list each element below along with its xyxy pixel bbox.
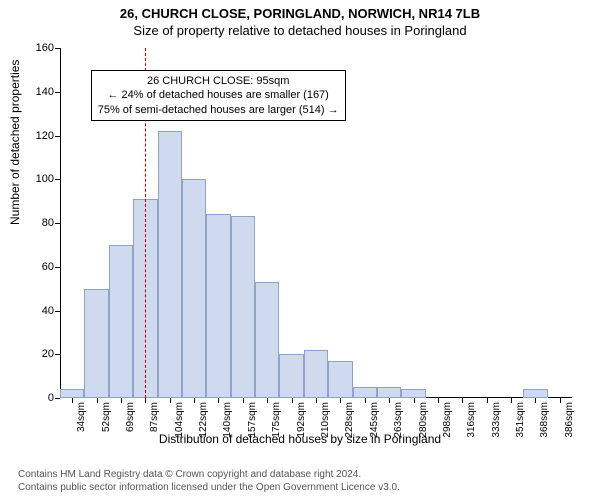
histogram-bar [109, 245, 133, 398]
x-tick-mark [365, 398, 366, 403]
info-box: 26 CHURCH CLOSE: 95sqm← 24% of detached … [91, 70, 346, 121]
histogram-bar [206, 214, 230, 398]
x-tick-mark [97, 398, 98, 403]
x-tick-mark [414, 398, 415, 403]
histogram-bar [377, 387, 401, 398]
histogram-bar [401, 389, 425, 398]
x-tick-mark [316, 398, 317, 403]
y-tick-mark [55, 354, 60, 355]
y-tick-label: 160 [36, 42, 54, 54]
histogram-bar [158, 131, 182, 398]
y-axis-label: Number of detached properties [8, 60, 22, 225]
info-box-line: 75% of semi-detached houses are larger (… [98, 103, 339, 117]
footer: Contains HM Land Registry data © Crown c… [18, 468, 400, 494]
y-tick-label: 20 [42, 348, 54, 360]
y-tick-mark [55, 92, 60, 93]
x-tick-mark [243, 398, 244, 403]
y-tick-mark [55, 267, 60, 268]
x-tick-mark [194, 398, 195, 403]
x-tick-mark [121, 398, 122, 403]
x-tick-label: 52sqm [101, 402, 112, 432]
x-tick-mark [511, 398, 512, 403]
y-tick-mark [55, 136, 60, 137]
histogram-bar [523, 389, 547, 398]
title-main: 26, CHURCH CLOSE, PORINGLAND, NORWICH, N… [0, 6, 600, 21]
info-box-line: ← 24% of detached houses are smaller (16… [98, 88, 339, 102]
y-tick-label: 40 [42, 305, 54, 317]
footer-line1: Contains HM Land Registry data © Crown c… [18, 468, 400, 481]
x-tick-label: 34sqm [76, 402, 87, 432]
plot: 02040608010012014016034sqm52sqm69sqm87sq… [60, 48, 572, 398]
y-tick-mark [55, 398, 60, 399]
x-tick-mark [487, 398, 488, 403]
x-tick-mark [535, 398, 536, 403]
y-tick-mark [55, 48, 60, 49]
y-tick-label: 140 [36, 86, 54, 98]
info-box-line: 26 CHURCH CLOSE: 95sqm [98, 74, 339, 88]
x-tick-mark [170, 398, 171, 403]
x-tick-mark [462, 398, 463, 403]
plot-area: 02040608010012014016034sqm52sqm69sqm87sq… [60, 48, 572, 398]
y-tick-mark [55, 311, 60, 312]
histogram-bar [279, 354, 303, 398]
histogram-bar [182, 179, 206, 398]
x-tick-mark [340, 398, 341, 403]
x-tick-mark [267, 398, 268, 403]
x-tick-mark [72, 398, 73, 403]
title-sub: Size of property relative to detached ho… [0, 23, 600, 38]
x-tick-mark [292, 398, 293, 403]
x-tick-mark [560, 398, 561, 403]
x-axis-label: Distribution of detached houses by size … [0, 432, 600, 446]
y-tick-mark [55, 179, 60, 180]
x-tick-mark [218, 398, 219, 403]
x-tick-label: 69sqm [125, 402, 136, 432]
footer-line2: Contains public sector information licen… [18, 481, 400, 494]
histogram-bar [60, 389, 84, 398]
y-tick-label: 80 [42, 217, 54, 229]
histogram-bar [328, 361, 352, 398]
y-tick-label: 0 [48, 392, 54, 404]
y-tick-label: 60 [42, 261, 54, 273]
title-block: 26, CHURCH CLOSE, PORINGLAND, NORWICH, N… [0, 0, 600, 38]
y-tick-label: 100 [36, 173, 54, 185]
histogram-bar [84, 289, 108, 398]
y-axis-line [60, 48, 61, 398]
histogram-bar [353, 387, 377, 398]
y-tick-label: 120 [36, 130, 54, 142]
chart-container: 26, CHURCH CLOSE, PORINGLAND, NORWICH, N… [0, 0, 600, 500]
y-tick-mark [55, 223, 60, 224]
histogram-bar [255, 282, 279, 398]
x-tick-mark [145, 398, 146, 403]
x-tick-label: 87sqm [149, 402, 160, 432]
x-tick-mark [389, 398, 390, 403]
histogram-bar [231, 216, 255, 398]
x-tick-mark [438, 398, 439, 403]
histogram-bar [304, 350, 328, 398]
